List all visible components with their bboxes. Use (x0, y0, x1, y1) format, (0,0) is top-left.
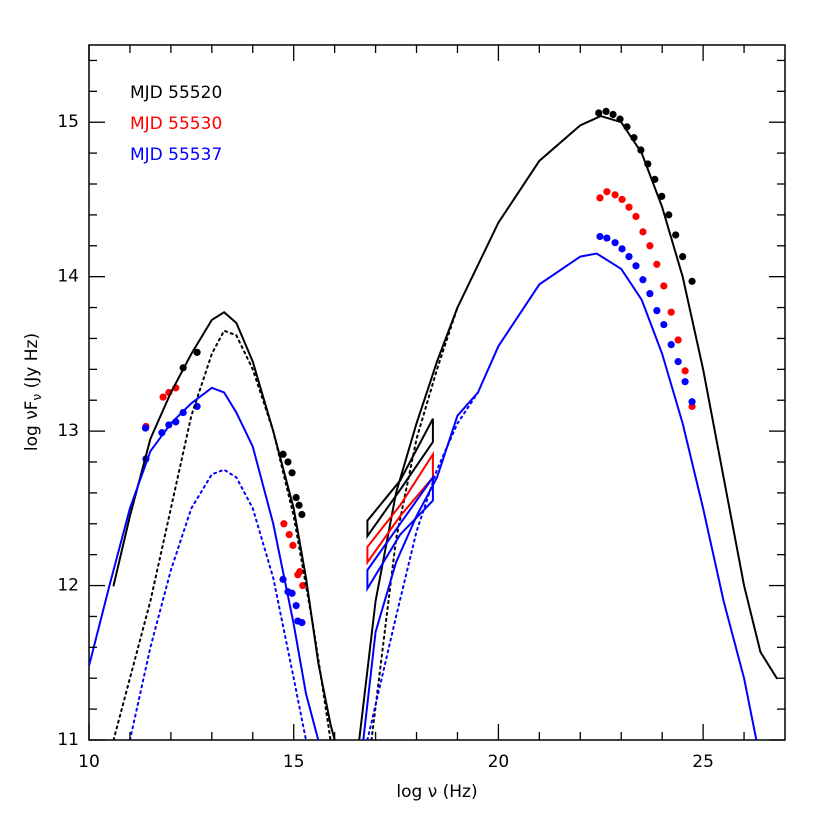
data-point (618, 245, 626, 253)
model-curve (362, 252, 758, 740)
data-point (660, 320, 668, 329)
x-tick-label: 15 (283, 752, 305, 772)
data-point (674, 358, 682, 366)
model-curve (112, 310, 336, 740)
data-point (292, 493, 300, 502)
data-point (596, 232, 604, 241)
data-point (674, 336, 682, 344)
data-point (284, 458, 292, 466)
data-point (602, 107, 610, 116)
model-curve (128, 468, 307, 740)
data-point (193, 402, 201, 410)
y-tick-label: 15 (57, 112, 79, 132)
y-tick-label: 11 (57, 730, 79, 750)
data-point (299, 581, 307, 590)
data-point (660, 282, 668, 290)
model-curve (89, 386, 320, 740)
y-tick-label: 14 (57, 267, 79, 287)
data-point (681, 378, 689, 386)
y-label-part: (Jy Hz) (22, 333, 42, 394)
data-point (679, 252, 687, 261)
data-point (681, 367, 689, 375)
legend-entry: MJD 55530 (130, 114, 222, 134)
data-point (193, 348, 201, 356)
data-point (141, 424, 150, 432)
x-tick-label: 20 (488, 752, 510, 772)
data-point (289, 541, 297, 550)
data-point (288, 589, 296, 597)
data-point (595, 109, 603, 117)
x-label-part: (Hz) (437, 782, 477, 802)
data-point (298, 510, 306, 519)
data-point (596, 194, 604, 202)
data-point (646, 242, 654, 250)
data-point (292, 602, 300, 610)
model-curve (358, 114, 778, 740)
data-point (280, 520, 288, 528)
data-point (672, 231, 680, 239)
data-point (653, 260, 661, 268)
x-tick-label: 10 (78, 752, 100, 772)
data-point (603, 234, 611, 242)
model-curve (366, 391, 479, 740)
data-point (667, 308, 675, 316)
data-point (658, 192, 666, 200)
model-curve (370, 306, 459, 740)
data-point (639, 276, 647, 284)
data-point (285, 530, 293, 539)
data-point (298, 619, 306, 627)
legend-entry: MJD 55520 (130, 83, 222, 103)
data-point (632, 212, 640, 221)
y-label-part: ν (30, 393, 44, 400)
data-point (625, 252, 633, 261)
data-point (653, 307, 661, 315)
data-point (625, 203, 633, 211)
data-point (688, 277, 696, 285)
data-point (159, 393, 167, 401)
data-point (667, 341, 675, 349)
y-tick-label: 12 (57, 576, 79, 596)
data-point (295, 501, 303, 509)
y-label-part: log νF (22, 400, 42, 451)
data-point (603, 188, 611, 196)
data-point (611, 239, 619, 247)
plot-area (89, 107, 778, 740)
data-point (609, 110, 617, 119)
data-point (688, 398, 696, 406)
x-label-part: log (396, 782, 427, 802)
legend-entry: MJD 55537 (130, 145, 222, 165)
data-point (665, 211, 673, 219)
plot-frame (88, 44, 786, 741)
data-point (639, 228, 647, 236)
data-point (646, 290, 654, 298)
x-axis-label: log ν (Hz) (396, 782, 477, 802)
x-tick-label: 25 (692, 752, 714, 772)
xray-bowtie (366, 418, 434, 540)
data-point (296, 568, 304, 576)
data-point (279, 450, 287, 458)
data-point (611, 191, 619, 199)
y-axis-label: log νFν (Jy Hz) (22, 333, 44, 451)
data-point (618, 195, 626, 204)
data-point (288, 469, 296, 477)
data-point (632, 262, 640, 270)
x-label-part: ν (428, 782, 438, 802)
xray-bowtie (366, 474, 434, 593)
model-curve (112, 329, 332, 740)
y-tick-label: 13 (57, 421, 79, 441)
